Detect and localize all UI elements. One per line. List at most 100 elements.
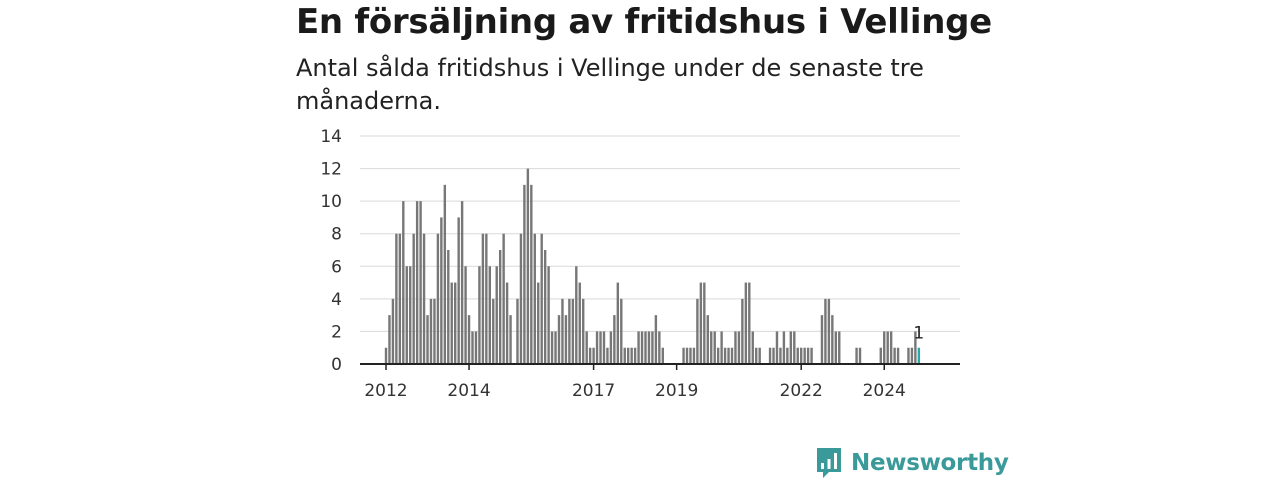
bar [412, 233, 415, 364]
bar [592, 347, 595, 364]
bar [779, 347, 782, 364]
bar [433, 298, 436, 364]
bar [537, 282, 540, 364]
bar [540, 233, 543, 364]
bar [398, 233, 402, 364]
bar [772, 347, 775, 364]
bar [422, 233, 426, 364]
bar [547, 266, 550, 364]
bar [682, 347, 685, 364]
bar [609, 331, 613, 364]
bar [782, 331, 786, 364]
bar [858, 347, 862, 364]
bar [775, 331, 779, 364]
bar [685, 347, 689, 364]
data-labels: 1 [913, 324, 924, 344]
bar [533, 233, 536, 364]
bar [896, 347, 900, 364]
bar [492, 298, 495, 364]
bar [886, 331, 889, 364]
bar [478, 266, 481, 364]
bar [440, 217, 443, 364]
bar [523, 184, 526, 364]
bar [789, 331, 793, 364]
bar [713, 331, 716, 364]
bar [405, 266, 408, 364]
bar [834, 331, 837, 364]
bar [703, 282, 706, 364]
bar [658, 331, 661, 364]
bar [644, 331, 647, 364]
bar [409, 266, 412, 364]
bar [737, 331, 741, 364]
bar [447, 250, 450, 364]
y-tick-label: 6 [331, 257, 342, 277]
x-tick-label: 2022 [780, 381, 823, 401]
bar [419, 201, 422, 364]
bar [464, 266, 467, 364]
bar [914, 331, 917, 364]
y-tick-label: 10 [320, 192, 342, 212]
bar [806, 347, 810, 364]
bar [800, 347, 803, 364]
brand-logo: Newsworthy [815, 446, 1009, 480]
bar [696, 298, 699, 364]
bar [827, 298, 831, 364]
bar [758, 347, 761, 364]
bar [505, 282, 509, 364]
bar [450, 282, 453, 364]
chart-title: En försäljning av fritidshus i Vellinge [296, 2, 992, 42]
x-tick-label: 2024 [863, 381, 906, 401]
bar [561, 298, 564, 364]
bar [651, 331, 654, 364]
bar [471, 331, 474, 364]
chart-subtitle: Antal sålda fritidshus i Vellinge under … [296, 54, 924, 115]
bar [402, 201, 405, 364]
highlighted-bar [917, 347, 921, 364]
x-tick-label: 2014 [447, 381, 490, 401]
bar [796, 347, 799, 364]
newsworthy-logo-icon [817, 448, 841, 478]
bar [838, 331, 841, 364]
bar [602, 331, 606, 364]
bar [426, 315, 429, 364]
bar [689, 347, 692, 364]
bar [744, 282, 748, 364]
bar [457, 217, 460, 364]
bar [443, 184, 447, 364]
bar [599, 331, 602, 364]
bar [692, 347, 696, 364]
bar [855, 347, 858, 364]
y-tick-label: 8 [331, 225, 342, 245]
bar [415, 201, 419, 364]
bar [606, 347, 609, 364]
bar [519, 233, 523, 364]
bar [481, 233, 485, 364]
x-tick-label: 2017 [572, 381, 615, 401]
bar [454, 282, 457, 364]
y-tick-label: 4 [331, 290, 342, 310]
bar [388, 315, 391, 364]
bars [384, 168, 921, 364]
bar [564, 315, 568, 364]
bar [502, 233, 505, 364]
bar [575, 266, 578, 364]
bar [516, 298, 519, 364]
bar [436, 233, 440, 364]
bar [716, 347, 720, 364]
bar [616, 282, 620, 364]
bar [384, 347, 388, 364]
bar [474, 331, 478, 364]
y-tick-label: 0 [331, 355, 342, 375]
x-axis: 2012 2014 2017 2019 2022 2024 [364, 364, 906, 401]
bar [893, 347, 896, 364]
bar [495, 266, 498, 364]
bar [907, 347, 910, 364]
y-tick-label: 14 [320, 127, 342, 147]
bar [647, 331, 651, 364]
bar [723, 347, 727, 364]
y-tick-label: 2 [331, 322, 342, 342]
brand-name: Newsworthy [851, 450, 1009, 476]
bar [557, 315, 561, 364]
bar [613, 315, 616, 364]
